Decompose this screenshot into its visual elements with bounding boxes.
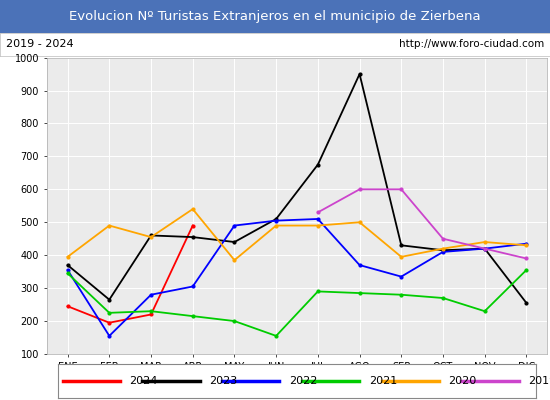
Text: Evolucion Nº Turistas Extranjeros en el municipio de Zierbena: Evolucion Nº Turistas Extranjeros en el … [69,10,481,23]
Text: 2023: 2023 [209,376,238,386]
Text: 2024: 2024 [130,376,158,386]
Text: 2020: 2020 [449,376,477,386]
Text: http://www.foro-ciudad.com: http://www.foro-ciudad.com [399,39,544,49]
Text: 2019: 2019 [528,376,550,386]
Text: 2022: 2022 [289,376,317,386]
Text: 2019 - 2024: 2019 - 2024 [6,39,73,49]
Text: 2021: 2021 [369,376,397,386]
